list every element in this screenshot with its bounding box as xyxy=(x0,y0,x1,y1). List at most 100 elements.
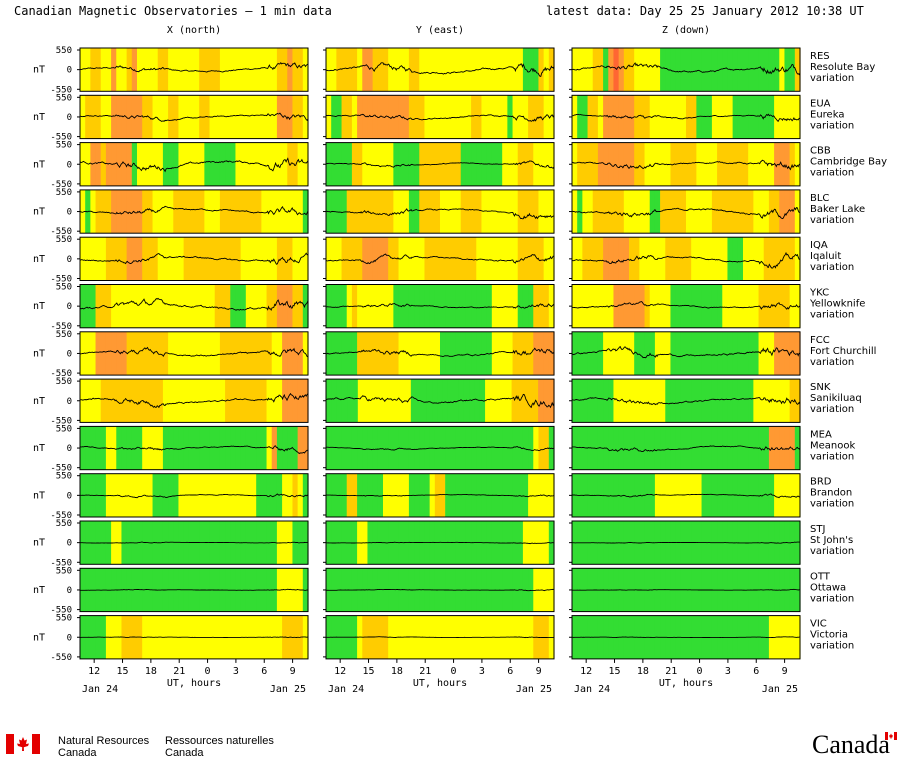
activity-band xyxy=(587,95,594,139)
activity-band xyxy=(665,237,672,281)
activity-band xyxy=(235,189,242,234)
activity-band xyxy=(434,95,441,139)
activity-band xyxy=(408,284,415,328)
activity-band xyxy=(152,142,159,186)
activity-band xyxy=(608,379,615,423)
activity-band xyxy=(336,284,343,328)
activity-band xyxy=(680,379,687,423)
activity-band xyxy=(582,284,589,328)
activity-band xyxy=(100,237,107,281)
y-tick-label: -550 xyxy=(50,416,72,426)
panel-snk-1 xyxy=(323,378,555,423)
activity-band xyxy=(266,426,273,470)
activity-band xyxy=(388,142,394,186)
activity-band xyxy=(507,284,514,328)
activity-band xyxy=(394,379,401,423)
activity-band xyxy=(587,48,594,92)
activity-band xyxy=(522,473,529,517)
activity-band xyxy=(774,284,780,328)
magnetometer-trace xyxy=(571,345,801,359)
y-tick-label: -550 xyxy=(50,558,72,568)
activity-band xyxy=(219,473,226,517)
date-start: Jan 24 xyxy=(328,684,364,695)
activity-band xyxy=(507,95,514,139)
activity-band xyxy=(204,284,211,328)
activity-band xyxy=(597,379,604,423)
y-tick-label: -550 xyxy=(50,464,72,474)
panel-ott-1 xyxy=(323,567,555,613)
activity-band xyxy=(768,473,775,517)
activity-band xyxy=(152,331,159,376)
activity-band xyxy=(686,379,692,423)
activity-band xyxy=(379,379,385,423)
activity-band xyxy=(445,189,451,234)
activity-band xyxy=(183,237,190,281)
station-variation: variation xyxy=(810,593,854,604)
activity-band xyxy=(743,189,749,234)
activity-band xyxy=(111,426,117,470)
activity-band xyxy=(403,284,410,328)
activity-band xyxy=(737,284,744,328)
y-tick-label: -550 xyxy=(50,133,72,143)
activity-band xyxy=(372,426,379,470)
activity-band xyxy=(121,331,128,376)
activity-band xyxy=(326,284,332,328)
activity-band xyxy=(142,379,148,423)
activity-band xyxy=(476,284,483,328)
activity-band xyxy=(450,189,457,234)
activity-band xyxy=(346,48,353,92)
activity-band xyxy=(455,95,462,139)
activity-band xyxy=(629,284,635,328)
activity-band xyxy=(706,142,713,186)
activity-band xyxy=(753,48,760,92)
activity-band xyxy=(587,142,594,186)
activity-band xyxy=(276,331,283,376)
magnetometer-trace xyxy=(79,445,309,455)
station-name: Eureka xyxy=(810,109,844,120)
activity-band xyxy=(577,237,583,281)
activity-band xyxy=(455,142,462,186)
magnetometer-trace xyxy=(79,112,309,122)
activity-band xyxy=(393,426,400,470)
activity-band xyxy=(533,237,540,281)
y-tick-label: 550 xyxy=(56,614,72,624)
station-code: OTT xyxy=(810,571,831,582)
activity-band xyxy=(142,95,148,139)
activity-band xyxy=(121,379,128,423)
activity-band xyxy=(481,48,488,92)
activity-band xyxy=(460,284,467,328)
activity-band xyxy=(377,331,384,376)
activity-band xyxy=(111,379,117,423)
station-variation: variation xyxy=(810,404,854,415)
station-variation: variation xyxy=(810,357,854,368)
activity-band xyxy=(445,142,451,186)
activity-band xyxy=(548,331,555,376)
unit-label: nT xyxy=(33,301,45,312)
x-tick-label: 3 xyxy=(233,666,239,677)
activity-band xyxy=(80,426,86,470)
activity-band xyxy=(403,189,410,234)
activity-band xyxy=(613,189,620,234)
activity-band xyxy=(613,331,620,376)
activity-band xyxy=(173,284,180,328)
magnetometer-trace xyxy=(326,541,555,545)
activity-band xyxy=(732,95,739,139)
activity-band xyxy=(116,189,123,234)
activity-band xyxy=(256,331,262,376)
activity-band xyxy=(654,331,661,376)
activity-band xyxy=(121,473,128,517)
activity-band xyxy=(533,521,540,565)
activity-band xyxy=(440,237,446,281)
activity-band xyxy=(240,379,247,423)
activity-band xyxy=(460,331,467,376)
date-end: Jan 25 xyxy=(762,684,798,695)
activity-band xyxy=(784,189,791,234)
activity-band xyxy=(748,331,754,376)
y-tick-label: -550 xyxy=(50,369,72,379)
activity-band xyxy=(331,95,337,139)
activity-band xyxy=(80,284,86,328)
activity-band xyxy=(388,284,394,328)
station-variation: variation xyxy=(810,215,854,226)
activity-band xyxy=(377,142,384,186)
activity-band xyxy=(105,189,112,234)
